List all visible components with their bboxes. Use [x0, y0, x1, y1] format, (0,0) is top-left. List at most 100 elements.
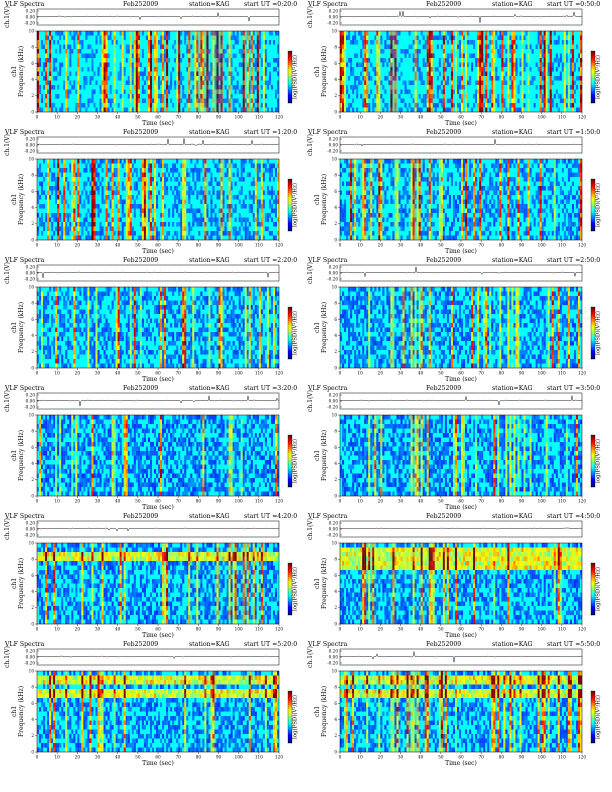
waveform-axis-label: ch.1(V) — [4, 518, 11, 540]
spectrogram-panel: VLF Spectra Feb252009 station=KAG start UT … — [3, 0, 299, 130]
x-tick-label: 0 — [339, 755, 342, 760]
x-tick-label: 50 — [135, 499, 141, 504]
x-tick-label: 40 — [115, 371, 121, 376]
spectrogram-heatmap — [37, 671, 280, 753]
y-tick-label: 8 — [31, 173, 34, 178]
x-tick-label: 110 — [255, 115, 263, 120]
x-tick-label: 80 — [196, 755, 202, 760]
x-tick-label: 0 — [339, 243, 342, 248]
waveform-tick-label: -0.20 — [24, 20, 35, 25]
waveform-axis-label: ch.1(V) — [4, 262, 11, 284]
x-tick-label: 110 — [558, 499, 566, 504]
waveform-trace — [339, 11, 582, 23]
panel-station: station=KAG — [492, 513, 533, 520]
waveform-axis-label: ch.1(V) — [307, 390, 314, 412]
x-axis-label: Time (sec) — [142, 504, 174, 511]
waveform-trace — [339, 651, 583, 663]
spectrogram-heatmap — [37, 31, 280, 113]
x-tick-label: 70 — [478, 115, 484, 120]
y-tick-label: 8 — [334, 685, 337, 690]
waveform-tick-label: 0.20 — [26, 136, 36, 141]
waveform-tick-label: 0.00 — [26, 526, 36, 531]
x-tick-label: 0 — [36, 243, 39, 248]
y-tick-label: 4 — [334, 205, 337, 210]
waveform-tick-label: 0.00 — [26, 398, 36, 403]
x-tick-label: 30 — [398, 627, 404, 632]
waveform-tick-label: 0.00 — [329, 526, 339, 531]
waveform-tick-label: -0.20 — [327, 148, 338, 153]
x-tick-label: 10 — [357, 115, 363, 120]
y-axis-label: Frequency (kHz) — [18, 430, 25, 481]
x-tick-label: 110 — [558, 627, 566, 632]
x-tick-label: 80 — [196, 243, 202, 248]
x-tick-label: 50 — [438, 627, 444, 632]
x-tick-label: 30 — [95, 371, 101, 376]
panel-title: VLF Spectra — [4, 257, 45, 264]
x-tick-label: 40 — [418, 499, 424, 504]
channel-label: ch1 — [11, 66, 18, 77]
waveform-trace — [36, 138, 280, 146]
y-tick-label: 6 — [334, 189, 337, 194]
x-tick-label: 90 — [216, 115, 222, 120]
y-tick-label: 6 — [31, 573, 34, 578]
y-tick-label: 10 — [332, 668, 338, 673]
x-axis-label: Time (sec) — [142, 248, 174, 255]
y-tick-label: 8 — [334, 173, 337, 178]
channel-label: ch1 — [11, 450, 18, 461]
x-tick-label: 20 — [75, 499, 81, 504]
x-tick-label: 50 — [135, 243, 141, 248]
waveform-tick-label: 0.20 — [329, 264, 339, 269]
x-tick-label: 70 — [175, 371, 181, 376]
x-tick-label: 40 — [418, 115, 424, 120]
panel-svg: VLF Spectra Feb252009 station=KAG start UT … — [307, 385, 602, 511]
colorbar — [287, 306, 293, 360]
panel-start-ut: start UT =3:20:0 — [244, 385, 297, 392]
panel-date: Feb252009 — [426, 385, 461, 392]
channel-label: ch1 — [314, 194, 321, 205]
y-tick-label: 10 — [332, 28, 338, 33]
x-tick-label: 90 — [216, 243, 222, 248]
waveform-frame — [36, 136, 280, 154]
x-tick-label: 90 — [216, 627, 222, 632]
panel-title: VLF Spectra — [4, 1, 45, 8]
waveform-tick-label: -0.20 — [24, 532, 35, 537]
panel-svg: VLF Spectra Feb252009 station=KAG start UT … — [307, 1, 602, 127]
x-tick-label: 90 — [519, 627, 525, 632]
x-tick-label: 100 — [538, 115, 546, 120]
x-tick-label: 50 — [438, 371, 444, 376]
panel-svg: VLF Spectra Feb252009 station=KAG start UT … — [4, 513, 299, 639]
colorbar — [590, 50, 596, 104]
x-tick-label: 110 — [255, 243, 263, 248]
panel-svg: VLF Spectra Feb252009 station=KAG start UT … — [4, 385, 299, 511]
spectrogram-panel: VLF Spectra Feb252009 station=KAG start UT … — [306, 256, 602, 386]
x-tick-label: 110 — [558, 115, 566, 120]
y-tick-label: 8 — [31, 301, 34, 306]
x-tick-label: 50 — [135, 755, 141, 760]
x-tick-label: 60 — [155, 755, 161, 760]
y-tick-label: 6 — [31, 61, 34, 66]
panel-svg: VLF Spectra Feb252009 station=KAG start UT … — [307, 641, 602, 767]
y-tick-label: 10 — [29, 28, 35, 33]
waveform-tick-label: 0.00 — [329, 654, 339, 659]
panel-start-ut: start UT =5:50:0 — [547, 641, 600, 648]
panel-svg: VLF Spectra Feb252009 station=KAG start UT … — [4, 1, 299, 127]
panel-title: VLF Spectra — [4, 385, 45, 392]
colorbar — [287, 690, 293, 744]
x-tick-label: 20 — [378, 499, 384, 504]
y-tick-label: 4 — [334, 717, 337, 722]
waveform-trace — [36, 12, 279, 22]
x-tick-label: 40 — [418, 243, 424, 248]
spectrogram-heatmap — [340, 287, 583, 369]
channel-label: ch1 — [314, 450, 321, 461]
x-tick-label: 120 — [275, 243, 283, 248]
y-tick-label: 6 — [31, 189, 34, 194]
x-tick-label: 10 — [357, 243, 363, 248]
colorbar-label: log(PSD)(V²/Hz) — [595, 695, 602, 739]
y-tick-label: 2 — [334, 477, 337, 482]
x-tick-label: 120 — [275, 755, 283, 760]
x-tick-label: 20 — [75, 627, 81, 632]
spectrogram-panel: VLF Spectra Feb252009 station=KAG start UT … — [306, 512, 602, 642]
spectrogram-heatmap — [340, 415, 583, 497]
panel-date: Feb252009 — [426, 513, 461, 520]
y-axis-label: Frequency (kHz) — [18, 558, 25, 609]
